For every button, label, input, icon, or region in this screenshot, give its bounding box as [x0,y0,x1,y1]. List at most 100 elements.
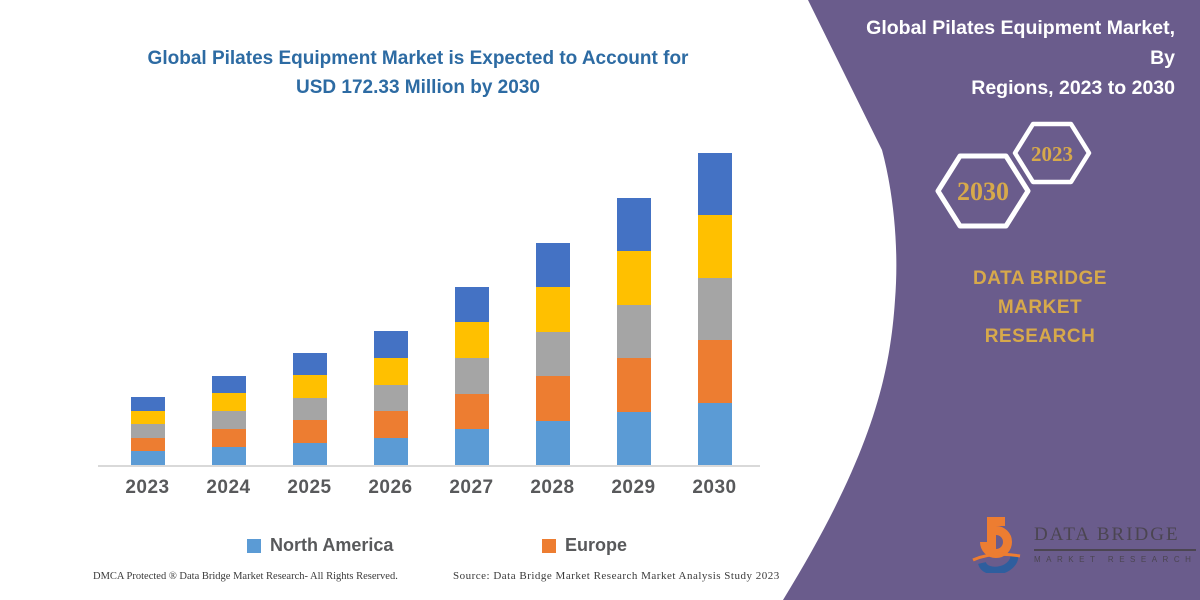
bar-segment-europe [292,420,327,443]
bar-segment-unlabeled-region-gray [211,411,246,430]
bar-segment-unlabeled-region-yellow [373,357,408,385]
bar-segment-unlabeled-region-darkblue [292,353,327,376]
logo-d-swoosh [978,554,1019,573]
panel-title-line1: Global Pilates Equipment Market, By [866,17,1175,69]
bar-segment-unlabeled-region-gray [373,384,408,412]
stacked-bar-2030 [697,152,732,465]
stacked-bar-2026 [373,331,408,465]
bar-column-2027 [431,129,512,465]
bar-segment-unlabeled-region-yellow [454,322,489,358]
right-panel: Global Pilates Equipment Market, By Regi… [760,0,1200,600]
stacked-bar-2023 [130,397,165,465]
stacked-bar-2024 [211,375,246,465]
logo-tagline: MARKET RESEARCH [1034,555,1197,564]
bar-segment-europe [697,340,732,403]
bar-segment-unlabeled-region-darkblue [130,397,165,411]
bar-segment-europe [535,376,570,421]
brand-text: DATA BRIDGE MARKET RESEARCH [930,264,1150,351]
hexagon-2023-outline [1012,121,1092,185]
x-axis-label-2026: 2026 [368,477,413,498]
bar-segment-unlabeled-region-darkblue [616,198,651,252]
data-bridge-logo-icon [972,517,1021,573]
hexagon-2030-outline [935,153,1031,229]
bar-segment-unlabeled-region-darkblue [454,286,489,323]
bar-segment-unlabeled-region-gray [535,331,570,377]
bar-segment-europe [211,429,246,448]
bar-segment-north-america [454,429,489,465]
bar-segment-unlabeled-region-darkblue [697,152,732,215]
legend-label-north-america: North America [270,535,394,555]
legend-swatch-europe [542,538,556,553]
x-axis-line [98,465,760,467]
logo-title: DATA BRIDGE [1034,524,1197,551]
bar-segment-unlabeled-region-darkblue [211,375,246,394]
bar-segment-unlabeled-region-yellow [292,375,327,398]
bar-segment-north-america [130,451,165,465]
x-axis-label-2027: 2027 [449,477,494,498]
data-bridge-logo: DATA BRIDGE MARKET RESEARCH [972,515,1197,573]
x-axis-label-2028: 2028 [530,477,575,498]
hexagon-2030: 2030 [935,153,1031,229]
logo-underline-swoosh [972,552,1021,562]
brand-text-line1: DATA BRIDGE MARKET [973,268,1107,318]
legend-swatch-north-america [247,538,261,553]
legend-item-north-america: North America [247,535,393,556]
bar-segment-unlabeled-region-gray [130,424,165,438]
bar-segment-unlabeled-region-darkblue [535,243,570,288]
bar-segment-unlabeled-region-gray [292,397,327,421]
x-axis-label-2025: 2025 [287,477,332,498]
bar-segment-europe [454,393,489,430]
bar-segment-unlabeled-region-yellow [211,393,246,412]
footer-source-text: Source: Data Bridge Market Research Mark… [453,570,780,582]
stacked-bar-2029 [616,198,651,465]
logo-b-bowl [980,526,1012,558]
chart-title: Global Pilates Equipment Market is Expec… [90,44,746,102]
bar-segment-north-america [697,402,732,465]
hexagon-2023: 2023 [1012,121,1092,185]
stacked-bar-2028 [535,243,570,465]
logo-text: DATA BRIDGE MARKET RESEARCH [1034,524,1197,564]
x-axis-label-2023: 2023 [125,477,170,498]
stacked-bar-2025 [292,353,327,465]
bar-column-2026 [350,129,431,465]
panel-background-shape [783,0,1200,600]
stacked-bar-2027 [454,286,489,465]
bar-column-2028 [512,129,593,465]
hexagon-2030-label: 2030 [957,177,1009,206]
footer-dmca-text: DMCA Protected ® Data Bridge Market Rese… [93,571,398,582]
x-axis-label-2024: 2024 [206,477,251,498]
bar-segment-unlabeled-region-gray [454,357,489,394]
bar-segment-north-america [211,447,246,465]
hexagon-2023-label: 2023 [1031,142,1073,166]
x-axis-label-2029: 2029 [611,477,656,498]
panel-title-line2: Regions, 2023 to 2030 [971,77,1175,99]
bar-column-2029 [593,129,674,465]
x-axis-label-2030: 2030 [692,477,737,498]
chart-title-line1: Global Pilates Equipment Market is Expec… [147,48,689,69]
bar-segment-europe [373,411,408,439]
x-axis-labels: 2023 2024 2025 2026 2027 2028 2029 2030 [107,477,755,499]
bar-segment-unlabeled-region-yellow [535,287,570,332]
bar-segment-unlabeled-region-yellow [616,251,651,305]
bar-segment-north-america [535,420,570,465]
bar-segment-north-america [616,411,651,465]
bar-column-2025 [269,129,350,465]
bar-column-2030 [674,129,755,465]
panel-title: Global Pilates Equipment Market, By Regi… [845,13,1175,103]
legend-label-europe: Europe [565,535,628,555]
bar-segment-north-america [373,438,408,465]
bar-segment-unlabeled-region-gray [616,304,651,359]
bar-segment-unlabeled-region-darkblue [373,331,408,358]
bar-segment-europe [616,358,651,412]
bar-column-2024 [188,129,269,465]
brand-text-line2: RESEARCH [984,326,1096,347]
bar-segment-unlabeled-region-yellow [697,215,732,278]
bars-row [107,129,755,465]
bar-segment-europe [130,437,165,452]
bar-segment-unlabeled-region-yellow [130,410,165,425]
panel-purple-shape [783,0,1200,600]
chart-title-line2: USD 172.33 Million by 2030 [296,77,540,98]
bar-column-2023 [107,129,188,465]
legend-item-europe: Europe [542,535,627,556]
bar-segment-unlabeled-region-gray [697,277,732,340]
